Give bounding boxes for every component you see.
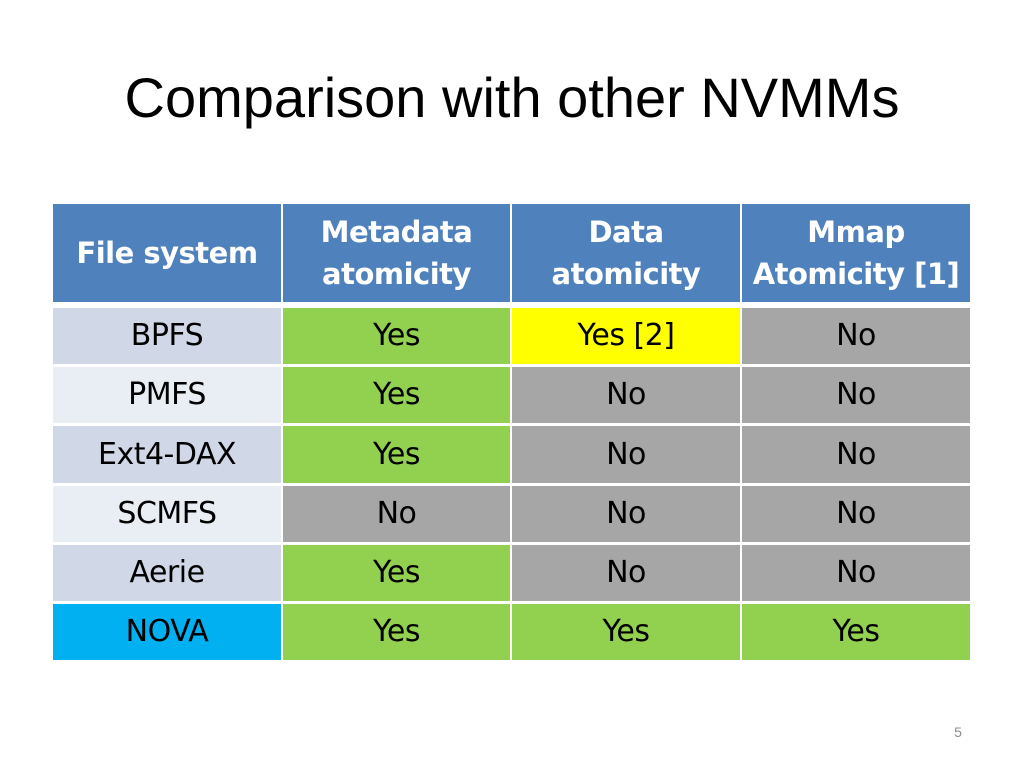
header-label-line2: Atomicity [1]	[752, 257, 960, 291]
table-row-label-nova: NOVA	[53, 604, 281, 660]
table-row-label-aerie: Aerie	[53, 545, 281, 601]
header-label-line1: Mmap	[807, 215, 905, 249]
table-cell-aerie-mmap: No	[742, 545, 970, 601]
table-row-label-ext4-dax: Ext4-DAX	[53, 426, 281, 483]
table-cell-scmfs-metadata: No	[283, 486, 510, 542]
header-mmap-atomicity: Mmap Atomicity [1]	[742, 204, 970, 302]
table-cell-ext4-dax-metadata: Yes	[283, 426, 510, 483]
table-cell-bpfs-metadata: Yes	[283, 308, 510, 364]
table-cell-scmfs-mmap: No	[742, 486, 970, 542]
table-cell-scmfs-data: No	[512, 486, 740, 542]
table-row-label-bpfs: BPFS	[53, 308, 281, 364]
table-cell-nova-mmap: Yes	[742, 604, 970, 660]
comparison-table: File system Metadata atomicity Data atom…	[53, 204, 970, 660]
header-label-line1: Data	[588, 215, 664, 249]
header-file-system: File system	[53, 204, 281, 302]
table-cell-ext4-dax-mmap: No	[742, 426, 970, 483]
table-cell-bpfs-mmap: No	[742, 308, 970, 364]
table-row-label-scmfs: SCMFS	[53, 486, 281, 542]
header-data-atomicity: Data atomicity	[512, 204, 740, 302]
table-row-label-pmfs: PMFS	[53, 367, 281, 423]
table-cell-pmfs-metadata: Yes	[283, 367, 510, 423]
header-label-line2: atomicity	[322, 257, 471, 291]
table-cell-nova-metadata: Yes	[283, 604, 510, 660]
page-number: 5	[954, 724, 962, 740]
header-label: File system	[76, 236, 258, 270]
table-cell-aerie-metadata: Yes	[283, 545, 510, 601]
header-label-line2: atomicity	[551, 257, 701, 291]
table-cell-bpfs-data: Yes [2]	[512, 308, 740, 364]
slide-title: Comparison with other NVMMs	[124, 66, 900, 129]
header-metadata-atomicity: Metadata atomicity	[283, 204, 510, 302]
header-label-line1: Metadata	[320, 215, 473, 249]
table-cell-aerie-data: No	[512, 545, 740, 601]
table-cell-pmfs-data: No	[512, 367, 740, 423]
table-cell-pmfs-mmap: No	[742, 367, 970, 423]
table-cell-ext4-dax-data: No	[512, 426, 740, 483]
table-cell-nova-data: Yes	[512, 604, 740, 660]
